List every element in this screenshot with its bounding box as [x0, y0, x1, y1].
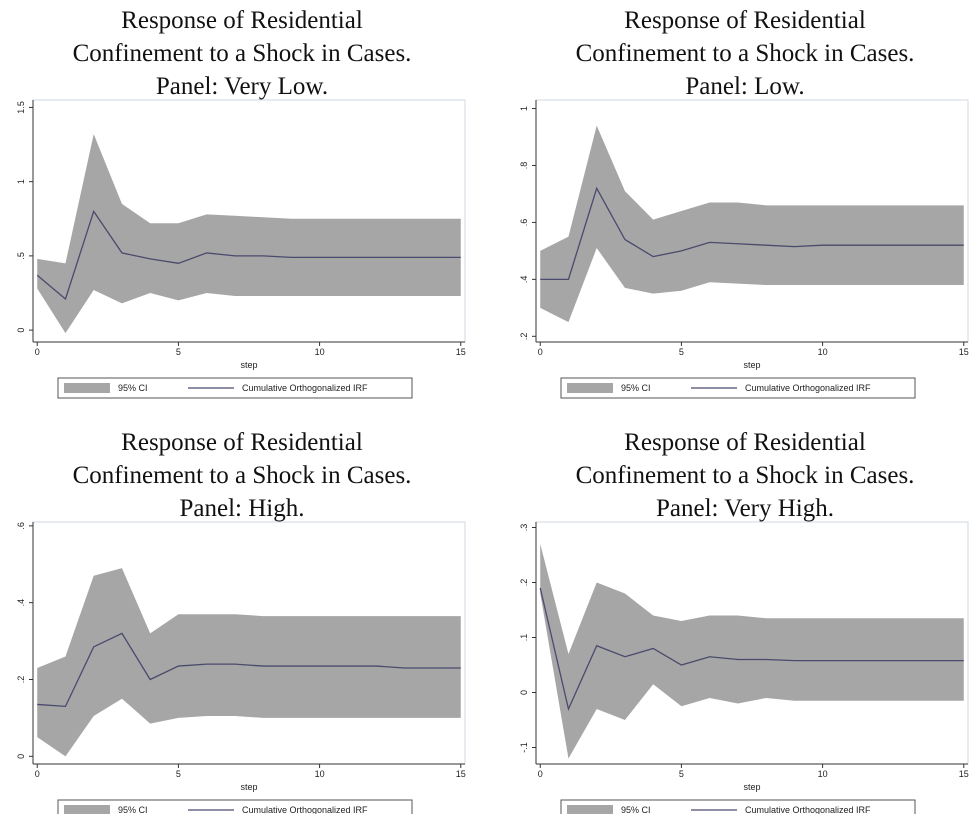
- y-tick-label: .2: [16, 676, 26, 684]
- legend-label: 95% CI: [621, 805, 651, 814]
- ci-band: [540, 544, 964, 759]
- x-tick-label: 5: [176, 347, 181, 357]
- x-axis-title: step: [240, 360, 257, 370]
- y-tick-label: .2: [519, 333, 529, 341]
- chart-title: Response of Residential: [624, 7, 866, 34]
- chart-title: Response of Residential: [624, 429, 866, 456]
- legend-box: [560, 799, 916, 814]
- legend-box: [560, 377, 916, 399]
- ci-band: [37, 568, 461, 757]
- chart-title: Panel: Very High.: [656, 495, 834, 522]
- y-tick-label: 1.5: [16, 101, 26, 114]
- legend-swatch: [64, 383, 110, 393]
- y-tick-label: 0: [519, 690, 529, 695]
- irf-line: [539, 587, 964, 712]
- chart-title: Confinement to a Shock in Cases.: [576, 462, 915, 489]
- irf-line: [540, 186, 964, 281]
- chart-title: Response of Residential: [121, 7, 363, 34]
- legend-label: 95% CI: [118, 805, 148, 814]
- y-tick-label: 1: [519, 106, 529, 111]
- x-tick-label: 10: [315, 769, 325, 779]
- legend-swatch: [64, 805, 110, 814]
- chart-title: Panel: Low.: [685, 73, 804, 100]
- y-tick-label: .1: [519, 634, 529, 642]
- legend-box: [57, 377, 413, 399]
- x-tick-label: 15: [959, 769, 969, 779]
- x-tick-label: 0: [35, 769, 40, 779]
- irf-line: [36, 209, 461, 301]
- y-tick-label: .3: [519, 524, 529, 532]
- legend-label: 95% CI: [118, 383, 148, 393]
- ci-band: [540, 125, 964, 323]
- legend-label: Cumulative Orthogonalized IRF: [745, 383, 871, 393]
- y-tick-label: 0: [16, 754, 26, 759]
- x-tick-label: 0: [35, 347, 40, 357]
- y-tick-label: .5: [16, 252, 26, 260]
- y-tick-label: .6: [16, 522, 26, 530]
- y-tick-label: 0: [16, 328, 26, 333]
- y-tick-label: 1: [16, 179, 26, 184]
- x-axis-title: step: [743, 782, 760, 792]
- y-tick-label: .6: [519, 219, 529, 227]
- legend-label: Cumulative Orthogonalized IRF: [745, 805, 871, 814]
- legend-label: 95% CI: [621, 383, 651, 393]
- x-tick-label: 10: [818, 347, 828, 357]
- legend-box: [57, 799, 413, 814]
- y-tick-label: .4: [519, 276, 529, 284]
- x-tick-label: 15: [456, 769, 466, 779]
- x-tick-label: 10: [315, 347, 325, 357]
- ci-band: [37, 134, 461, 334]
- chart-title: Panel: Very Low.: [156, 73, 328, 100]
- chart-title: Confinement to a Shock in Cases.: [73, 462, 412, 489]
- x-tick-label: 10: [818, 769, 828, 779]
- x-tick-label: 5: [679, 347, 684, 357]
- chart-title: Panel: High.: [180, 495, 305, 522]
- x-tick-label: 15: [959, 347, 969, 357]
- x-axis-title: step: [240, 782, 257, 792]
- x-tick-label: 0: [538, 347, 543, 357]
- x-tick-label: 0: [538, 769, 543, 779]
- y-tick-label: .4: [16, 599, 26, 607]
- legend-label: Cumulative Orthogonalized IRF: [242, 805, 368, 814]
- legend-label: Cumulative Orthogonalized IRF: [242, 383, 368, 393]
- chart-title: Confinement to a Shock in Cases.: [576, 40, 915, 67]
- irf-line: [37, 632, 461, 708]
- y-tick-label: .8: [519, 162, 529, 170]
- legend-swatch: [567, 383, 613, 393]
- legend-swatch: [567, 805, 613, 814]
- chart-title: Response of Residential: [121, 429, 363, 456]
- y-tick-label: .2: [519, 579, 529, 587]
- chart-title: Confinement to a Shock in Cases.: [73, 40, 412, 67]
- x-tick-label: 5: [176, 769, 181, 779]
- x-tick-label: 5: [679, 769, 684, 779]
- x-tick-label: 15: [456, 347, 466, 357]
- x-axis-title: step: [743, 360, 760, 370]
- y-tick-label: -.1: [519, 742, 529, 753]
